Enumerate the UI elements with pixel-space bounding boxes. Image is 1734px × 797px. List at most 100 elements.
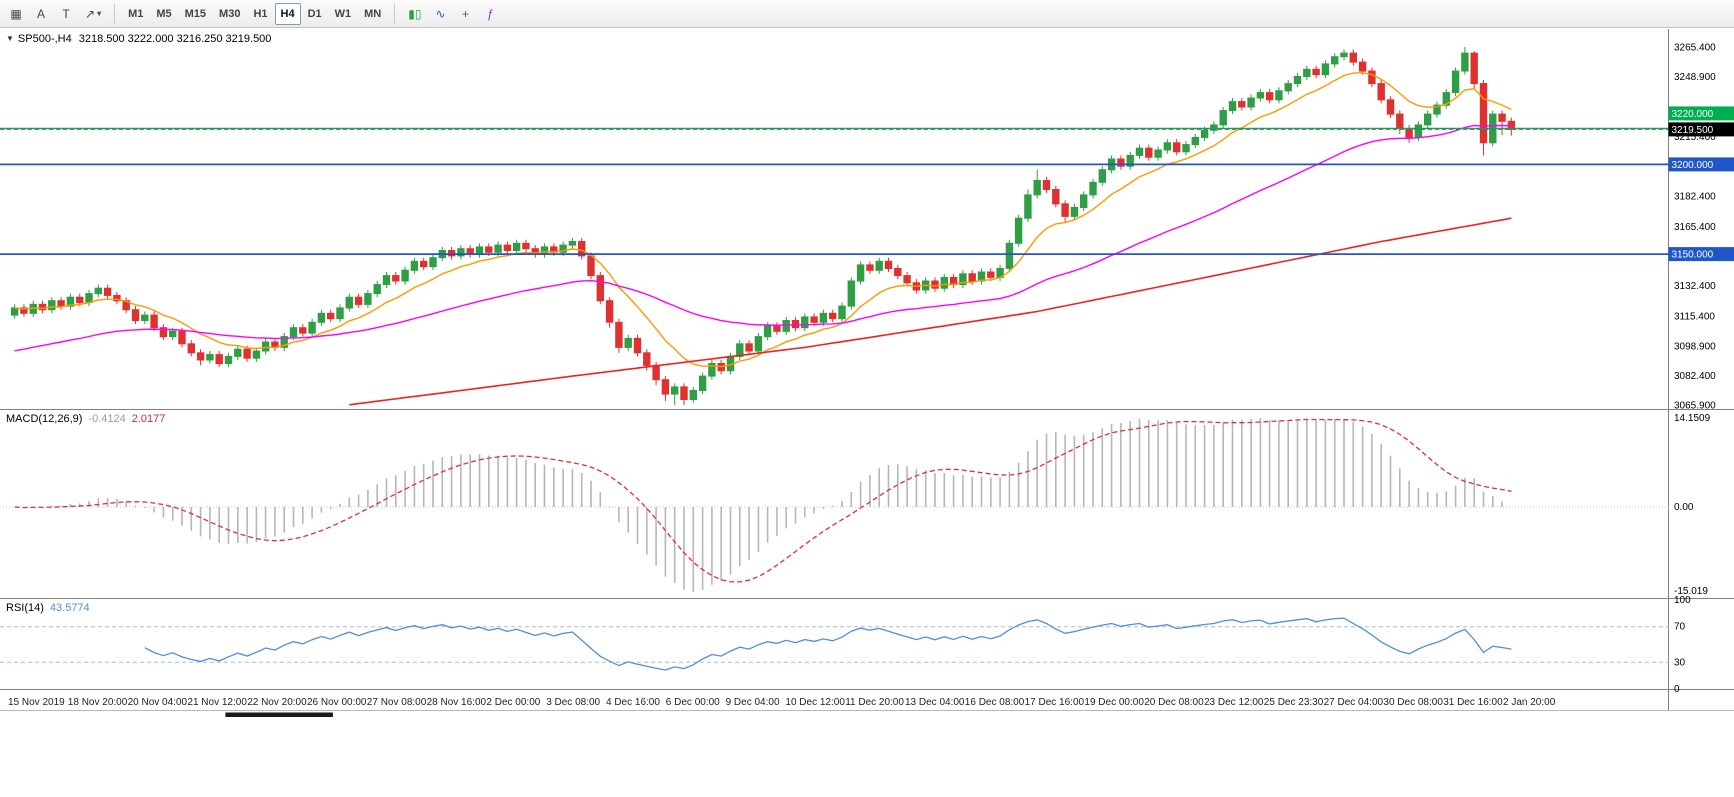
svg-text:3165.400: 3165.400 bbox=[1674, 222, 1716, 233]
macd-signal-value: 2.0177 bbox=[131, 413, 166, 425]
price-axis[interactable]: 3265.400 3248.900 3215.400 3182.400 3165.400… bbox=[1674, 43, 1716, 412]
trendline-tool[interactable]: ↗ ▾ bbox=[79, 3, 107, 25]
svg-text:3 Dec 08:00: 3 Dec 08:00 bbox=[546, 697, 600, 708]
timeframe-h1[interactable]: H1 bbox=[253, 7, 268, 20]
macd-histogram bbox=[23, 418, 1503, 592]
timeframe-mn[interactable]: MN bbox=[364, 7, 382, 20]
candle-chart-icon-glyph: ▮▯ bbox=[408, 6, 422, 21]
svg-text:30 Dec 08:00: 30 Dec 08:00 bbox=[1383, 697, 1443, 708]
svg-text:14.1509: 14.1509 bbox=[1674, 413, 1711, 424]
svg-text:30: 30 bbox=[1674, 657, 1686, 668]
svg-text:3082.400: 3082.400 bbox=[1674, 371, 1716, 382]
timeframe-d1[interactable]: D1 bbox=[307, 7, 322, 20]
svg-text:31 Dec 16:00: 31 Dec 16:00 bbox=[1443, 697, 1503, 708]
timeframe-m30[interactable]: M30 bbox=[219, 7, 241, 20]
rsi-value: 43.5774 bbox=[49, 602, 90, 614]
h-scrollbar-thumb[interactable] bbox=[225, 712, 333, 718]
ma-fast-line bbox=[14, 71, 1512, 368]
svg-text:10 Dec 12:00: 10 Dec 12:00 bbox=[785, 697, 845, 708]
svg-text:3065.900: 3065.900 bbox=[1674, 401, 1716, 412]
svg-text:11 Dec 20:00: 11 Dec 20:00 bbox=[845, 697, 904, 708]
symbol-label: SP500-,H4 bbox=[17, 33, 72, 45]
text-tool-glyph: T bbox=[62, 6, 70, 21]
svg-text:21 Nov 12:00: 21 Nov 12:00 bbox=[187, 697, 247, 708]
timeframe-m1[interactable]: M1 bbox=[128, 7, 144, 20]
symbol-dropdown-icon[interactable]: ▼ bbox=[6, 34, 14, 43]
current-price-badge: 3219.500 bbox=[1668, 122, 1734, 137]
toolbar-separator bbox=[394, 3, 396, 24]
rsi-line bbox=[144, 617, 1512, 671]
svg-text:19 Dec 00:00: 19 Dec 00:00 bbox=[1084, 697, 1144, 708]
svg-text:3219.500: 3219.500 bbox=[1672, 125, 1714, 136]
line-chart-icon[interactable]: ∿ bbox=[428, 3, 452, 25]
ohlc-values: 3218.500 3222.000 3216.250 3219.500 bbox=[78, 33, 272, 45]
svg-text:3182.400: 3182.400 bbox=[1674, 191, 1716, 202]
timeframe-m15[interactable]: M15 bbox=[184, 7, 207, 20]
chart-list-grid-icon-glyph: ▦ bbox=[10, 6, 22, 21]
macd-axis[interactable]: 14.1509 0.00 -15.019 bbox=[1674, 413, 1711, 597]
chart-list-grid-icon[interactable]: ▦ bbox=[4, 3, 28, 25]
ma-medium-line bbox=[14, 124, 1512, 352]
svg-text:17 Dec 16:00: 17 Dec 16:00 bbox=[1025, 697, 1085, 708]
svg-text:27 Nov 08:00: 27 Nov 08:00 bbox=[367, 697, 427, 708]
svg-text:15 Nov 2019: 15 Nov 2019 bbox=[8, 697, 65, 708]
svg-text:4 Dec 16:00: 4 Dec 16:00 bbox=[606, 697, 660, 708]
crosshair-icon-glyph: + bbox=[461, 6, 469, 21]
crosshair-icon[interactable]: + bbox=[453, 3, 477, 25]
svg-text:3220.000: 3220.000 bbox=[1672, 109, 1714, 120]
svg-text:22 Nov 20:00: 22 Nov 20:00 bbox=[247, 697, 307, 708]
indicators-icon[interactable]: ƒ bbox=[478, 3, 502, 25]
svg-text:2 Dec 00:00: 2 Dec 00:00 bbox=[486, 697, 540, 708]
svg-text:3115.400: 3115.400 bbox=[1674, 312, 1715, 323]
svg-text:3098.900: 3098.900 bbox=[1674, 341, 1716, 352]
svg-text:3200.000: 3200.000 bbox=[1672, 160, 1714, 171]
svg-text:6 Dec 00:00: 6 Dec 00:00 bbox=[666, 697, 720, 708]
cursor-tool-a-glyph: A bbox=[36, 6, 45, 21]
svg-text:0.00: 0.00 bbox=[1674, 502, 1694, 513]
svg-text:26 Nov 00:00: 26 Nov 00:00 bbox=[307, 697, 367, 708]
macd-signal-line bbox=[14, 418, 1512, 583]
svg-text:27 Dec 04:00: 27 Dec 04:00 bbox=[1324, 697, 1384, 708]
svg-text:28 Nov 16:00: 28 Nov 16:00 bbox=[427, 697, 487, 708]
macd-indicator-name: MACD(12,26,9) bbox=[6, 413, 83, 425]
timeframe-buttons-group: M1 M5 M15 M30 H1 H4 D1 W1 MN bbox=[122, 2, 387, 25]
candlestick-series bbox=[10, 47, 1516, 405]
toolbar-separator bbox=[114, 3, 116, 24]
macd-indicator-header: MACD(12,26,9) -0.4124 2.0177 bbox=[6, 413, 165, 425]
time-axis[interactable]: 15 Nov 2019 18 Nov 20:00 20 Nov 04:00 21 No… bbox=[8, 697, 1556, 708]
toolbar: ▦ A T ↗ ▾ M1 M5 M15 M30 H1 H4 D1 W1 MN ▮▯ ∿ + ƒ bbox=[0, 0, 1734, 28]
svg-text:3248.900: 3248.900 bbox=[1674, 72, 1716, 83]
line-chart-icon-glyph: ∿ bbox=[435, 6, 446, 21]
timeframe-m5[interactable]: M5 bbox=[156, 7, 172, 20]
svg-text:2 Jan 20:00: 2 Jan 20:00 bbox=[1503, 697, 1556, 708]
svg-text:20 Dec 08:00: 20 Dec 08:00 bbox=[1144, 697, 1204, 708]
svg-text:0: 0 bbox=[1674, 684, 1680, 695]
svg-text:25 Dec 23:30: 25 Dec 23:30 bbox=[1264, 697, 1324, 708]
chart-header: ▼ SP500-,H4 3218.500 3222.000 3216.250 321… bbox=[6, 33, 271, 45]
rsi-indicator-name: RSI(14) bbox=[6, 602, 44, 614]
rsi-axis[interactable]: 100 70 30 0 bbox=[1674, 595, 1691, 695]
svg-text:100: 100 bbox=[1674, 595, 1691, 606]
chart-tools-group: ▮▯ ∿ + ƒ bbox=[402, 3, 502, 25]
price-badge-3150: 3150.000 bbox=[1668, 247, 1734, 262]
timeframe-h4[interactable]: H4 bbox=[274, 2, 301, 25]
svg-text:9 Dec 04:00: 9 Dec 04:00 bbox=[726, 697, 780, 708]
svg-text:20 Nov 04:00: 20 Nov 04:00 bbox=[128, 697, 188, 708]
cursor-tool-a[interactable]: A bbox=[29, 3, 53, 25]
svg-text:18 Nov 20:00: 18 Nov 20:00 bbox=[68, 697, 128, 708]
svg-text:-15.019: -15.019 bbox=[1674, 586, 1708, 597]
timeframe-w1[interactable]: W1 bbox=[334, 7, 352, 20]
trendline-tool-glyph: ↗ bbox=[85, 6, 96, 21]
indicators-icon-glyph: ƒ bbox=[487, 6, 494, 21]
svg-text:23 Dec 12:00: 23 Dec 12:00 bbox=[1204, 697, 1264, 708]
svg-text:3265.400: 3265.400 bbox=[1674, 43, 1716, 54]
svg-text:3150.000: 3150.000 bbox=[1672, 250, 1714, 261]
text-tool[interactable]: T bbox=[54, 3, 78, 25]
svg-text:70: 70 bbox=[1674, 622, 1686, 633]
svg-text:3215.400: 3215.400 bbox=[1674, 132, 1716, 143]
candle-chart-icon[interactable]: ▮▯ bbox=[402, 3, 427, 25]
svg-text:3132.400: 3132.400 bbox=[1674, 281, 1716, 292]
svg-text:16 Dec 08:00: 16 Dec 08:00 bbox=[965, 697, 1025, 708]
